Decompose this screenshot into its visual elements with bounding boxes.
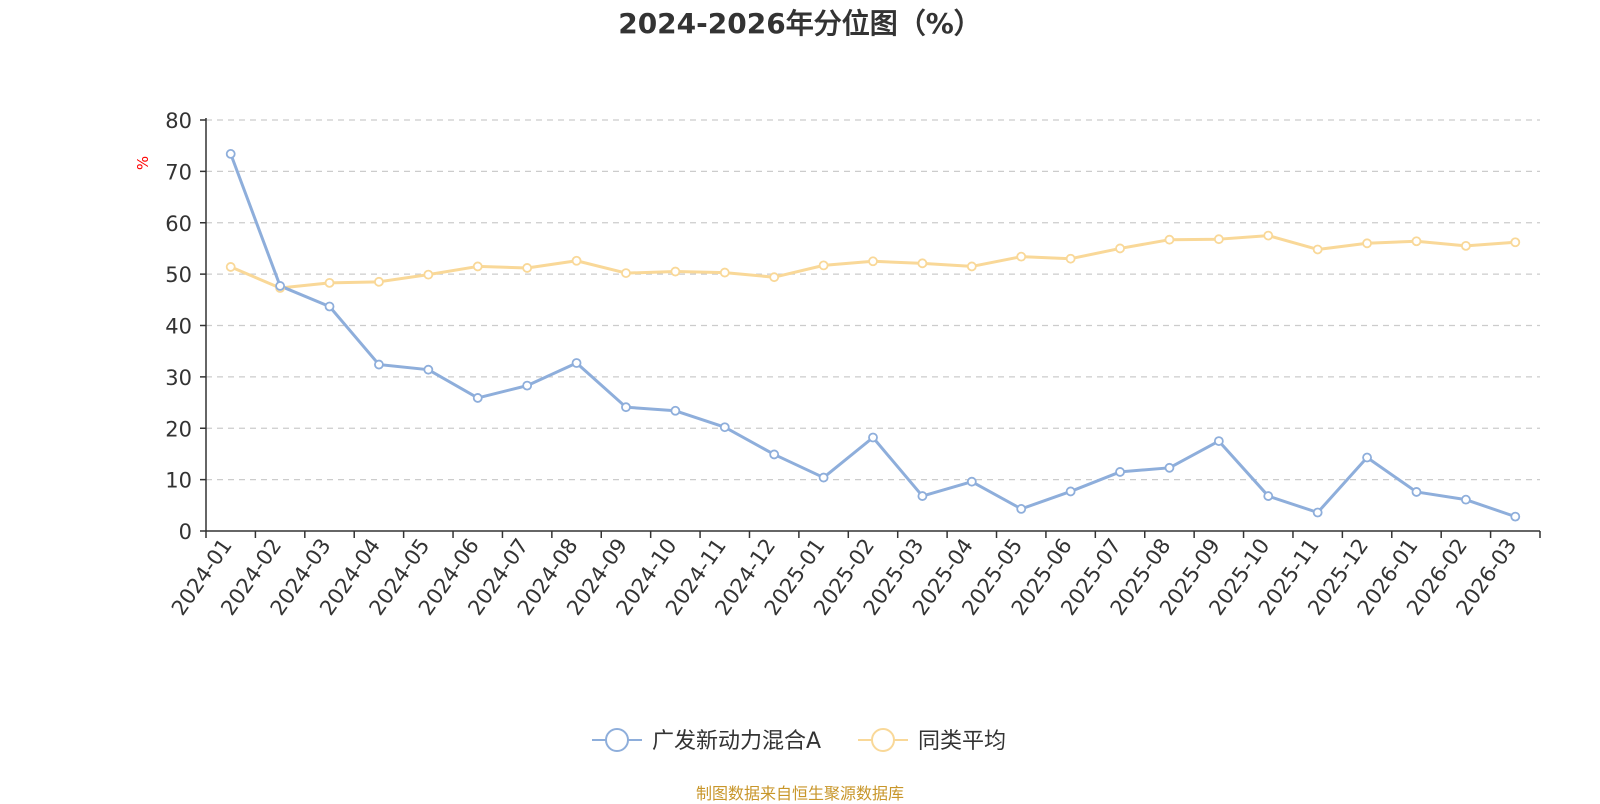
y-tick-label: 70 xyxy=(165,160,192,184)
data-point xyxy=(472,393,483,403)
data-point xyxy=(1362,238,1372,249)
data-point xyxy=(1164,462,1175,473)
data-point xyxy=(571,255,582,266)
data-point xyxy=(1510,511,1521,522)
data-point xyxy=(917,258,928,269)
series-group xyxy=(225,149,1521,522)
data-point xyxy=(1460,494,1471,505)
data-point xyxy=(868,256,878,267)
data-point xyxy=(719,422,730,433)
y-tick-label: 80 xyxy=(165,109,192,133)
series-line xyxy=(229,153,1516,519)
y-tick-label: 40 xyxy=(165,315,192,339)
data-point xyxy=(1213,436,1224,446)
data-point xyxy=(1065,486,1076,497)
data-point xyxy=(571,358,582,368)
axes xyxy=(200,118,1541,538)
legend: 广发新动力混合A 同类平均 xyxy=(592,728,1006,754)
legend-item: 广发新动力混合A xyxy=(592,728,821,754)
data-point xyxy=(522,380,533,391)
data-point xyxy=(769,449,780,460)
data-point xyxy=(324,301,335,312)
data-point xyxy=(769,272,780,283)
data-point xyxy=(670,266,681,277)
data-point xyxy=(719,267,730,278)
data-point xyxy=(621,268,631,278)
y-tick-label: 0 xyxy=(179,520,192,544)
chart-title: 2024-2026年分位图（%） xyxy=(618,7,982,40)
data-point xyxy=(868,432,878,443)
data-point xyxy=(1362,452,1372,463)
data-point xyxy=(1115,467,1125,477)
data-point xyxy=(1263,491,1274,501)
data-point xyxy=(522,263,533,273)
legend-marker xyxy=(871,728,895,752)
data-point xyxy=(1460,240,1471,251)
y-tick-label: 30 xyxy=(165,366,192,390)
data-point xyxy=(1510,237,1521,248)
data-point xyxy=(1312,507,1323,518)
legend-item: 同类平均 xyxy=(858,728,1006,754)
data-point xyxy=(1263,230,1274,241)
data-point xyxy=(1065,253,1076,264)
data-source-note: 制图数据来自恒生聚源数据库 xyxy=(695,784,904,803)
data-point xyxy=(818,260,829,271)
data-point xyxy=(1411,236,1422,247)
data-point xyxy=(1411,487,1422,497)
data-point xyxy=(1213,234,1224,245)
data-point xyxy=(423,364,434,375)
data-point xyxy=(374,276,384,287)
data-point xyxy=(966,476,977,487)
legend-label: 广发新动力混合A xyxy=(652,729,821,754)
legend-marker xyxy=(605,728,629,752)
data-point xyxy=(374,359,384,370)
data-point xyxy=(1312,244,1323,255)
data-point xyxy=(818,472,829,483)
grid-lines xyxy=(206,119,1540,481)
legend-label: 同类平均 xyxy=(918,729,1006,754)
y-tick-label: 50 xyxy=(165,263,192,287)
data-point xyxy=(621,402,631,413)
data-point xyxy=(423,269,434,280)
data-point xyxy=(1016,251,1027,262)
y-tick-label: 10 xyxy=(165,469,192,493)
y-axis-label: % xyxy=(134,156,152,170)
data-point xyxy=(1164,234,1175,245)
data-point xyxy=(917,491,928,501)
y-tick-label: 60 xyxy=(165,212,192,236)
x-tick-labels: 2024-012024-022024-032024-042024-052024-… xyxy=(167,534,1522,620)
data-point xyxy=(966,261,977,272)
data-point xyxy=(670,405,681,416)
data-point xyxy=(275,281,286,291)
y-tick-labels: 0 10 20 30 40 50 60 70 80 xyxy=(165,109,192,544)
data-point xyxy=(225,149,236,159)
y-tick-label: 20 xyxy=(165,417,192,441)
data-point xyxy=(1115,243,1125,254)
data-point xyxy=(225,262,236,272)
data-point xyxy=(1016,504,1027,514)
data-point xyxy=(472,261,483,272)
data-point xyxy=(324,277,335,288)
